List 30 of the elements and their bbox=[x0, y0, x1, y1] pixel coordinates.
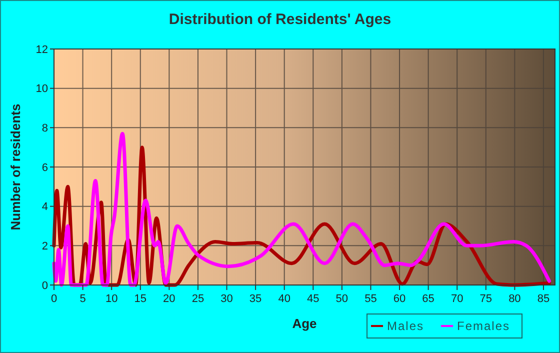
x-tick-label: 60 bbox=[393, 293, 406, 305]
x-tick-label: 30 bbox=[220, 293, 233, 305]
x-tick-label: 45 bbox=[307, 293, 320, 305]
x-tick-label: 65 bbox=[422, 293, 434, 305]
x-tick-label: 50 bbox=[336, 293, 348, 305]
x-tick-label: 20 bbox=[163, 293, 176, 305]
x-tick-label: 55 bbox=[364, 293, 377, 305]
x-tick-label: 35 bbox=[249, 293, 262, 305]
y-tick-label: 8 bbox=[42, 122, 48, 135]
legend-label: Males bbox=[387, 319, 424, 334]
y-tick-label: 4 bbox=[42, 201, 48, 214]
y-tick-label: 12 bbox=[36, 44, 48, 56]
x-tick-label: 85 bbox=[537, 293, 550, 305]
y-tick-label: 2 bbox=[42, 240, 48, 253]
y-axis-title: Number of residents bbox=[8, 104, 23, 230]
y-tick-label: 0 bbox=[42, 280, 48, 292]
y-tick-label: 10 bbox=[36, 83, 48, 96]
x-tick-label: 5 bbox=[80, 293, 86, 305]
x-tick-label: 10 bbox=[105, 293, 118, 305]
legend-label: Females bbox=[457, 319, 510, 334]
y-tick-label: 6 bbox=[42, 162, 48, 174]
x-tick-label: 40 bbox=[278, 293, 290, 305]
x-tick-label: 75 bbox=[480, 293, 492, 305]
x-tick-label: 25 bbox=[192, 293, 204, 305]
x-axis-title: Age bbox=[292, 316, 317, 331]
x-tick-label: 70 bbox=[450, 293, 464, 305]
chart-title: Distribution of Residents' Ages bbox=[168, 11, 392, 28]
x-tick-label: 15 bbox=[134, 293, 147, 305]
x-tick-label: 80 bbox=[508, 293, 521, 305]
x-tick-label: 0 bbox=[50, 293, 58, 305]
